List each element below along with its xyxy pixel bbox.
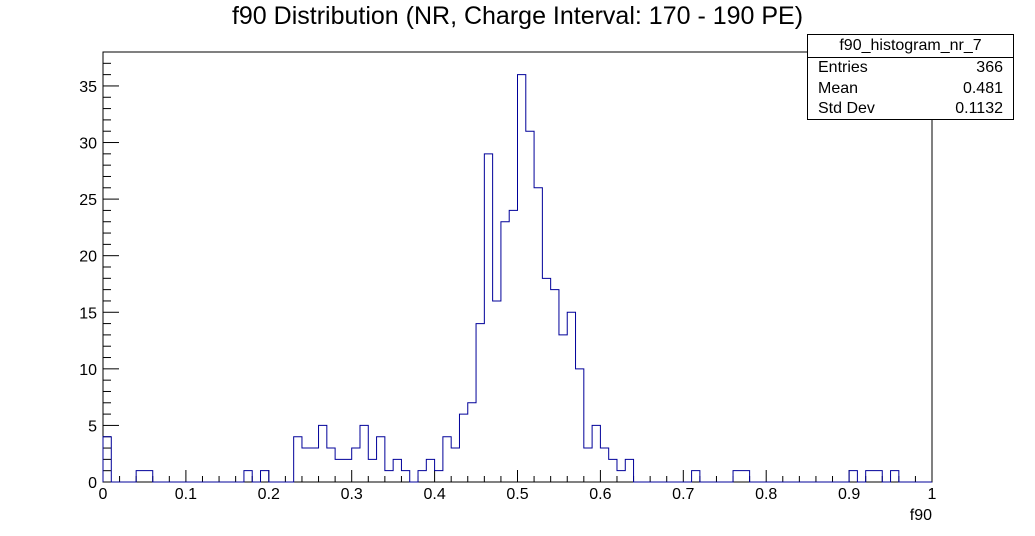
x-tick-label: 0.3 [341,486,363,503]
x-tick-label: 0.1 [175,486,197,503]
stats-stddev-value: 0.1132 [955,100,1003,117]
y-tick-label: 30 [79,136,97,153]
y-tick-label: 25 [79,192,97,209]
stats-row-entries: Entries 366 [808,58,1013,79]
x-tick-label: 1 [928,486,937,503]
stats-mean-value: 0.481 [962,79,1003,97]
x-tick-label: 0.2 [258,486,280,503]
x-tick-label: 0.5 [506,486,528,503]
chart-title: f90 Distribution (NR, Charge Interval: 1… [231,2,804,30]
x-axis-title: f90 [910,507,932,524]
stats-box: f90_histogram_nr_7 Entries 366 Mean 0.48… [807,34,1014,120]
stats-entries-label: Entries [818,59,868,76]
x-tick-label: 0.6 [589,486,611,503]
x-tick-label: 0 [99,486,108,503]
y-tick-label: 5 [88,418,97,435]
stats-entries-value: 366 [976,59,1003,76]
y-axis: 0 5 10 15 20 25 30 35 [79,51,119,492]
x-axis: 0 0.1 0.2 0.3 0.4 0.5 0.6 0.7 0.8 0.9 1 [99,470,937,503]
x-tick-label: 0.9 [838,486,860,503]
y-tick-label: 10 [79,362,97,379]
stats-row-mean: Mean 0.481 [808,79,1013,100]
y-tick-label: 0 [88,475,97,492]
stats-stddev-label: Std Dev [818,100,875,117]
histogram-series [102,74,932,483]
y-tick-label: 35 [79,79,97,96]
x-tick-label: 0.7 [672,486,694,503]
stats-row-stddev: Std Dev 0.1132 [808,99,1013,120]
x-tick-label: 0.4 [423,486,445,503]
stats-box-title: f90_histogram_nr_7 [808,35,1013,58]
stats-mean-label: Mean [818,79,859,97]
y-tick-label: 20 [79,249,97,266]
x-tick-label: 0.8 [755,486,777,503]
y-tick-label: 15 [79,305,97,322]
